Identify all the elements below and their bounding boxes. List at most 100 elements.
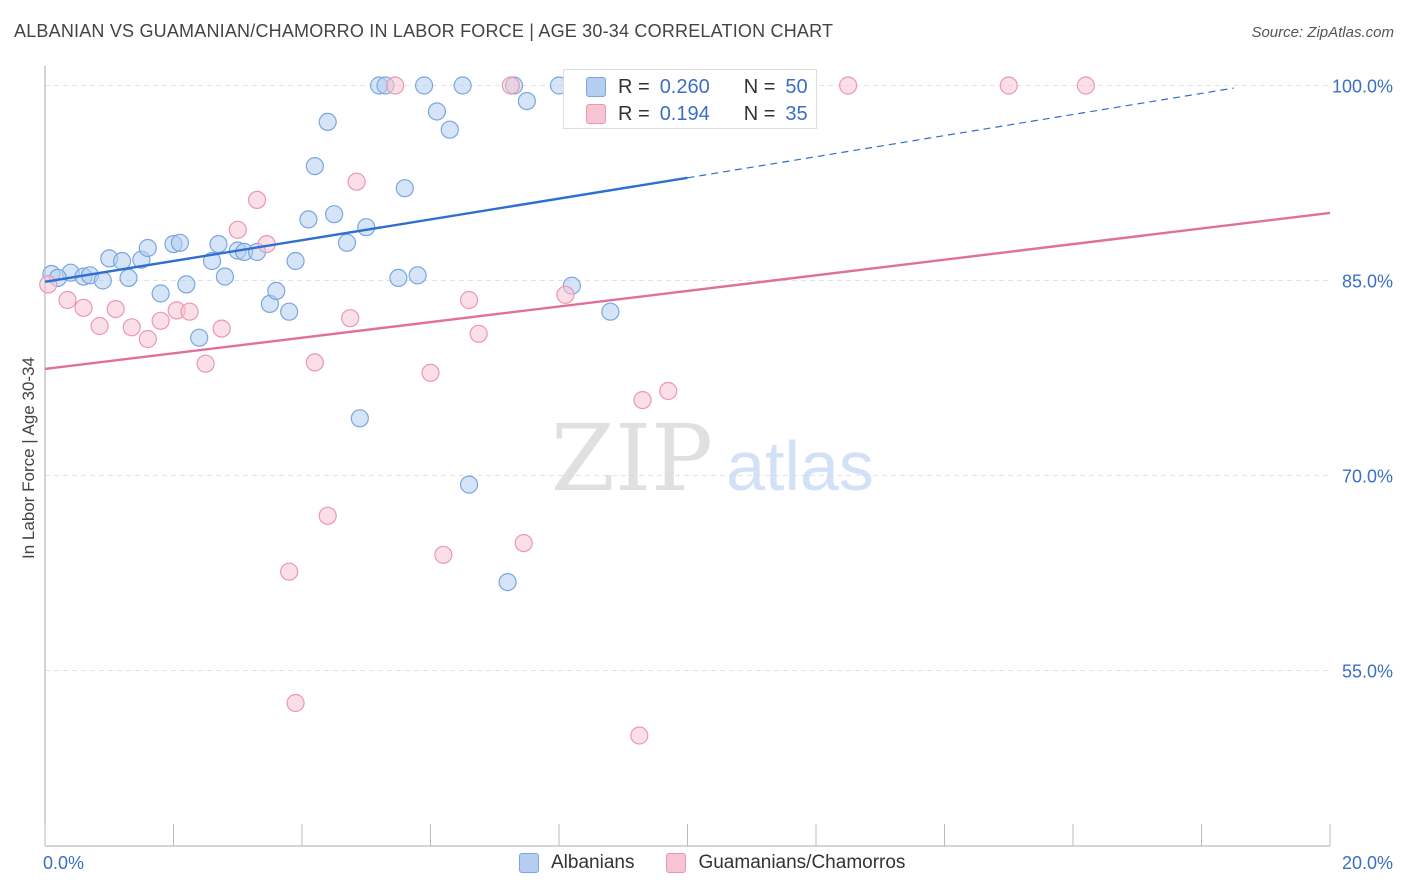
guamanians-point xyxy=(286,693,305,713)
points-layer xyxy=(39,76,1095,745)
guamanians-point xyxy=(633,391,652,410)
chart-source: Source: ZipAtlas.com xyxy=(1251,24,1394,41)
guamanians-trend-line xyxy=(44,211,1331,371)
y-tick-label: 100.0% xyxy=(1332,77,1393,97)
guamanians-point xyxy=(659,381,678,401)
guamanians-point xyxy=(74,298,93,317)
albanians-point xyxy=(427,102,447,121)
chart-title: ALBANIAN VS GUAMANIAN/CHAMORRO IN LABOR … xyxy=(14,21,834,41)
albanians-point xyxy=(408,266,427,285)
albanians-point xyxy=(190,328,209,347)
stats-legend-row-albanians: R = 0.260 N = 50 xyxy=(586,73,808,101)
guamanians-point xyxy=(318,506,337,525)
trend-layer xyxy=(44,87,1331,371)
legend-item-guamanians[interactable]: Guamanians/Chamorros xyxy=(666,852,905,874)
n-value: 50 xyxy=(785,75,808,98)
guamanians-swatch xyxy=(586,104,606,124)
guamanians-point xyxy=(630,726,649,745)
guamanians-point xyxy=(106,300,125,319)
albanians-point xyxy=(318,112,337,132)
albanians-point xyxy=(112,251,132,271)
r-value: 0.260 xyxy=(659,75,710,98)
n-value: 35 xyxy=(785,102,808,125)
albanians-point xyxy=(389,268,408,287)
guamanians-point xyxy=(386,76,405,95)
guamanians-point xyxy=(1076,76,1095,95)
guamanians-point xyxy=(347,172,366,191)
albanians-swatch xyxy=(586,77,606,97)
guamanians-point xyxy=(196,354,215,373)
guamanians-point xyxy=(469,324,488,343)
x-tick-label: 0.0% xyxy=(43,853,84,873)
guamanians-point xyxy=(212,319,231,338)
r-value: 0.194 xyxy=(659,102,710,125)
albanians-point xyxy=(209,235,228,254)
tick-labels: 100.0% 85.0% 70.0% 55.0% 0.0% 20.0% xyxy=(43,77,1393,874)
guamanians-point xyxy=(459,290,479,310)
albanians-point xyxy=(325,205,344,224)
guamanians-point xyxy=(305,353,324,372)
y-tick-label: 55.0% xyxy=(1342,662,1393,682)
y-tick-label: 85.0% xyxy=(1342,272,1393,292)
albanians-point xyxy=(119,268,138,287)
guamanians-legend-label: Guamanians/Chamorros xyxy=(698,852,906,873)
albanians-point xyxy=(286,251,305,271)
albanians-trend-line xyxy=(44,176,688,283)
watermark: ZIP atlas xyxy=(551,405,874,512)
watermark-zip: ZIP xyxy=(551,405,713,512)
guamanians-point xyxy=(228,220,247,239)
axis-layer xyxy=(44,66,1331,847)
albanians-point xyxy=(305,157,324,176)
guamanians-point xyxy=(39,275,58,294)
guamanians-point xyxy=(501,76,520,95)
guamanians-point xyxy=(122,318,141,337)
guamanians-point xyxy=(90,316,109,336)
n-label: N = xyxy=(743,75,776,98)
guamanians-point xyxy=(138,329,157,349)
series-legend: Albanians Guamanians/Chamorros xyxy=(519,852,905,874)
albanians-legend-swatch xyxy=(519,853,539,873)
albanians-point xyxy=(280,302,299,321)
watermark-atlas: atlas xyxy=(726,427,874,505)
r-label: R = xyxy=(618,75,650,98)
guamanians-legend-swatch xyxy=(666,853,687,873)
stats-legend-row-guamanians: R = 0.194 N = 35 xyxy=(586,100,808,128)
guamanians-point xyxy=(999,76,1018,95)
guamanians-point xyxy=(247,190,267,209)
x-tick-label: 20.0% xyxy=(1342,853,1393,873)
y-tick-label: 70.0% xyxy=(1342,467,1393,487)
albanians-point xyxy=(517,91,536,111)
guamanians-point xyxy=(514,533,533,553)
guamanians-point xyxy=(839,76,858,95)
r-label: R = xyxy=(618,102,650,125)
albanians-point xyxy=(202,251,222,271)
albanians-point xyxy=(215,267,234,286)
albanians-point xyxy=(414,76,434,95)
albanians-point xyxy=(170,233,190,252)
albanians-point xyxy=(151,284,170,303)
legend-item-albanians[interactable]: Albanians xyxy=(519,852,634,874)
albanians-point xyxy=(177,275,196,294)
albanians-trend-line-extension xyxy=(687,87,1234,179)
stats-legend: R = 0.260 N = 50 R = 0.194 N = 35 xyxy=(563,69,817,129)
guamanians-point xyxy=(434,545,453,564)
albanians-point xyxy=(459,475,479,494)
grid-layer xyxy=(45,85,1330,671)
albanians-point xyxy=(601,302,620,321)
guamanians-point xyxy=(151,311,170,330)
albanians-point xyxy=(453,76,472,95)
guamanians-point xyxy=(341,309,360,328)
albanians-point xyxy=(299,210,318,229)
albanians-point xyxy=(498,572,517,592)
albanians-legend-label: Albanians xyxy=(551,852,635,873)
albanians-point xyxy=(138,238,157,258)
guamanians-point xyxy=(421,363,440,382)
guamanians-point xyxy=(280,562,299,581)
guamanians-point xyxy=(180,302,199,321)
albanians-point xyxy=(267,281,286,300)
albanians-point xyxy=(395,179,414,198)
albanians-point xyxy=(357,218,376,237)
albanians-point xyxy=(350,409,369,428)
guamanians-point xyxy=(58,290,77,310)
